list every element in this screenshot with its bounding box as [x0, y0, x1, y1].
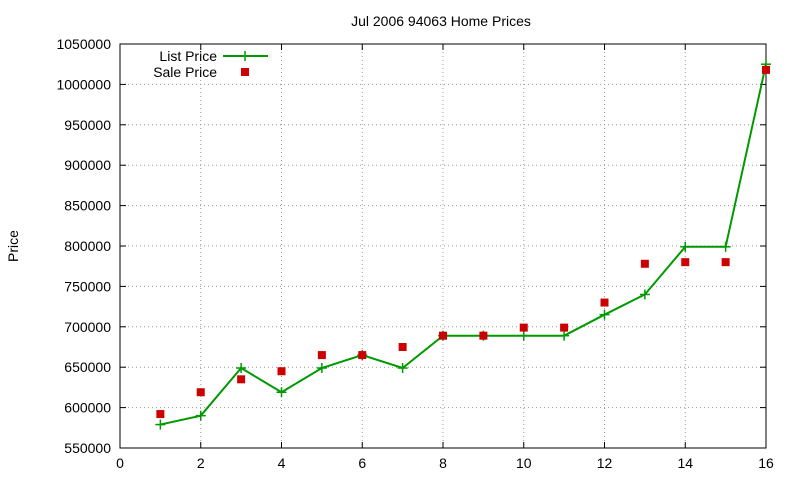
y-tick-label: 1050000 — [56, 36, 111, 52]
list-price-point — [720, 241, 731, 252]
list-price-line — [160, 63, 767, 426]
plot-frame — [119, 43, 767, 449]
list-price-point — [195, 410, 206, 421]
y-tick-label: 700000 — [64, 319, 111, 335]
sale-price-point — [439, 331, 447, 340]
sale-price-point — [196, 388, 205, 397]
list-price-point — [680, 241, 691, 252]
y-tick-label: 1000000 — [56, 76, 111, 92]
chart-title: Jul 2006 94063 Home Prices — [351, 13, 531, 29]
sale-price-point — [681, 258, 690, 267]
legend-label: Sale Price — [153, 64, 217, 80]
legend-cross-marker — [240, 51, 250, 61]
y-tick-label: 800000 — [64, 238, 111, 254]
x-tick-label: 14 — [677, 455, 693, 471]
y-tick-label: 600000 — [64, 400, 111, 416]
list-price-point — [559, 330, 570, 341]
y-tick-label: 550000 — [64, 440, 111, 456]
axis-ticks: 550000 600000 650000 700000 750000 800000 8500… — [56, 36, 774, 471]
y-tick-label: 900000 — [64, 157, 111, 173]
sale-price-point — [277, 367, 286, 376]
x-tick-label: 10 — [516, 455, 532, 471]
legend-label: List Price — [159, 48, 217, 64]
sale-price-point — [600, 298, 609, 307]
x-tick-label: 6 — [358, 455, 366, 471]
y-tick-label: 650000 — [64, 359, 111, 375]
sale-price-point — [560, 323, 569, 332]
x-tick-label: 16 — [758, 455, 774, 471]
sale-price-point — [398, 343, 407, 351]
y-tick-label: 950000 — [64, 117, 111, 133]
y-tick-label: 750000 — [64, 278, 111, 294]
list-price-point — [599, 309, 610, 320]
legend-square-marker — [241, 68, 249, 76]
x-tick-label: 0 — [116, 455, 124, 471]
list-price-point — [397, 363, 408, 374]
sale-price-point — [317, 351, 326, 360]
list-price-point — [155, 419, 166, 430]
list-price-point — [236, 363, 247, 374]
sale-price-point — [479, 331, 488, 340]
sale-price-point — [519, 323, 528, 332]
y-tick-label: 850000 — [64, 198, 111, 214]
list-price-point — [639, 289, 650, 300]
list-price-point — [518, 330, 529, 341]
grid-lines — [120, 44, 766, 448]
x-tick-label: 12 — [597, 455, 613, 471]
x-tick-label: 2 — [197, 455, 205, 471]
list-price-point — [316, 363, 327, 374]
x-tick-label: 8 — [439, 455, 447, 471]
y-axis-label: Price — [5, 230, 21, 262]
sale-price-point — [762, 65, 770, 74]
sale-price-point — [156, 410, 165, 419]
x-tick-label: 4 — [278, 455, 286, 471]
data-series — [155, 59, 771, 430]
series-sale-price — [156, 65, 770, 419]
list-price-point — [276, 387, 287, 398]
sale-price-point — [721, 258, 730, 267]
series-list-price — [155, 59, 771, 430]
sale-price-point — [358, 351, 367, 360]
sale-price-point — [237, 375, 246, 384]
sale-price-point — [640, 259, 649, 268]
